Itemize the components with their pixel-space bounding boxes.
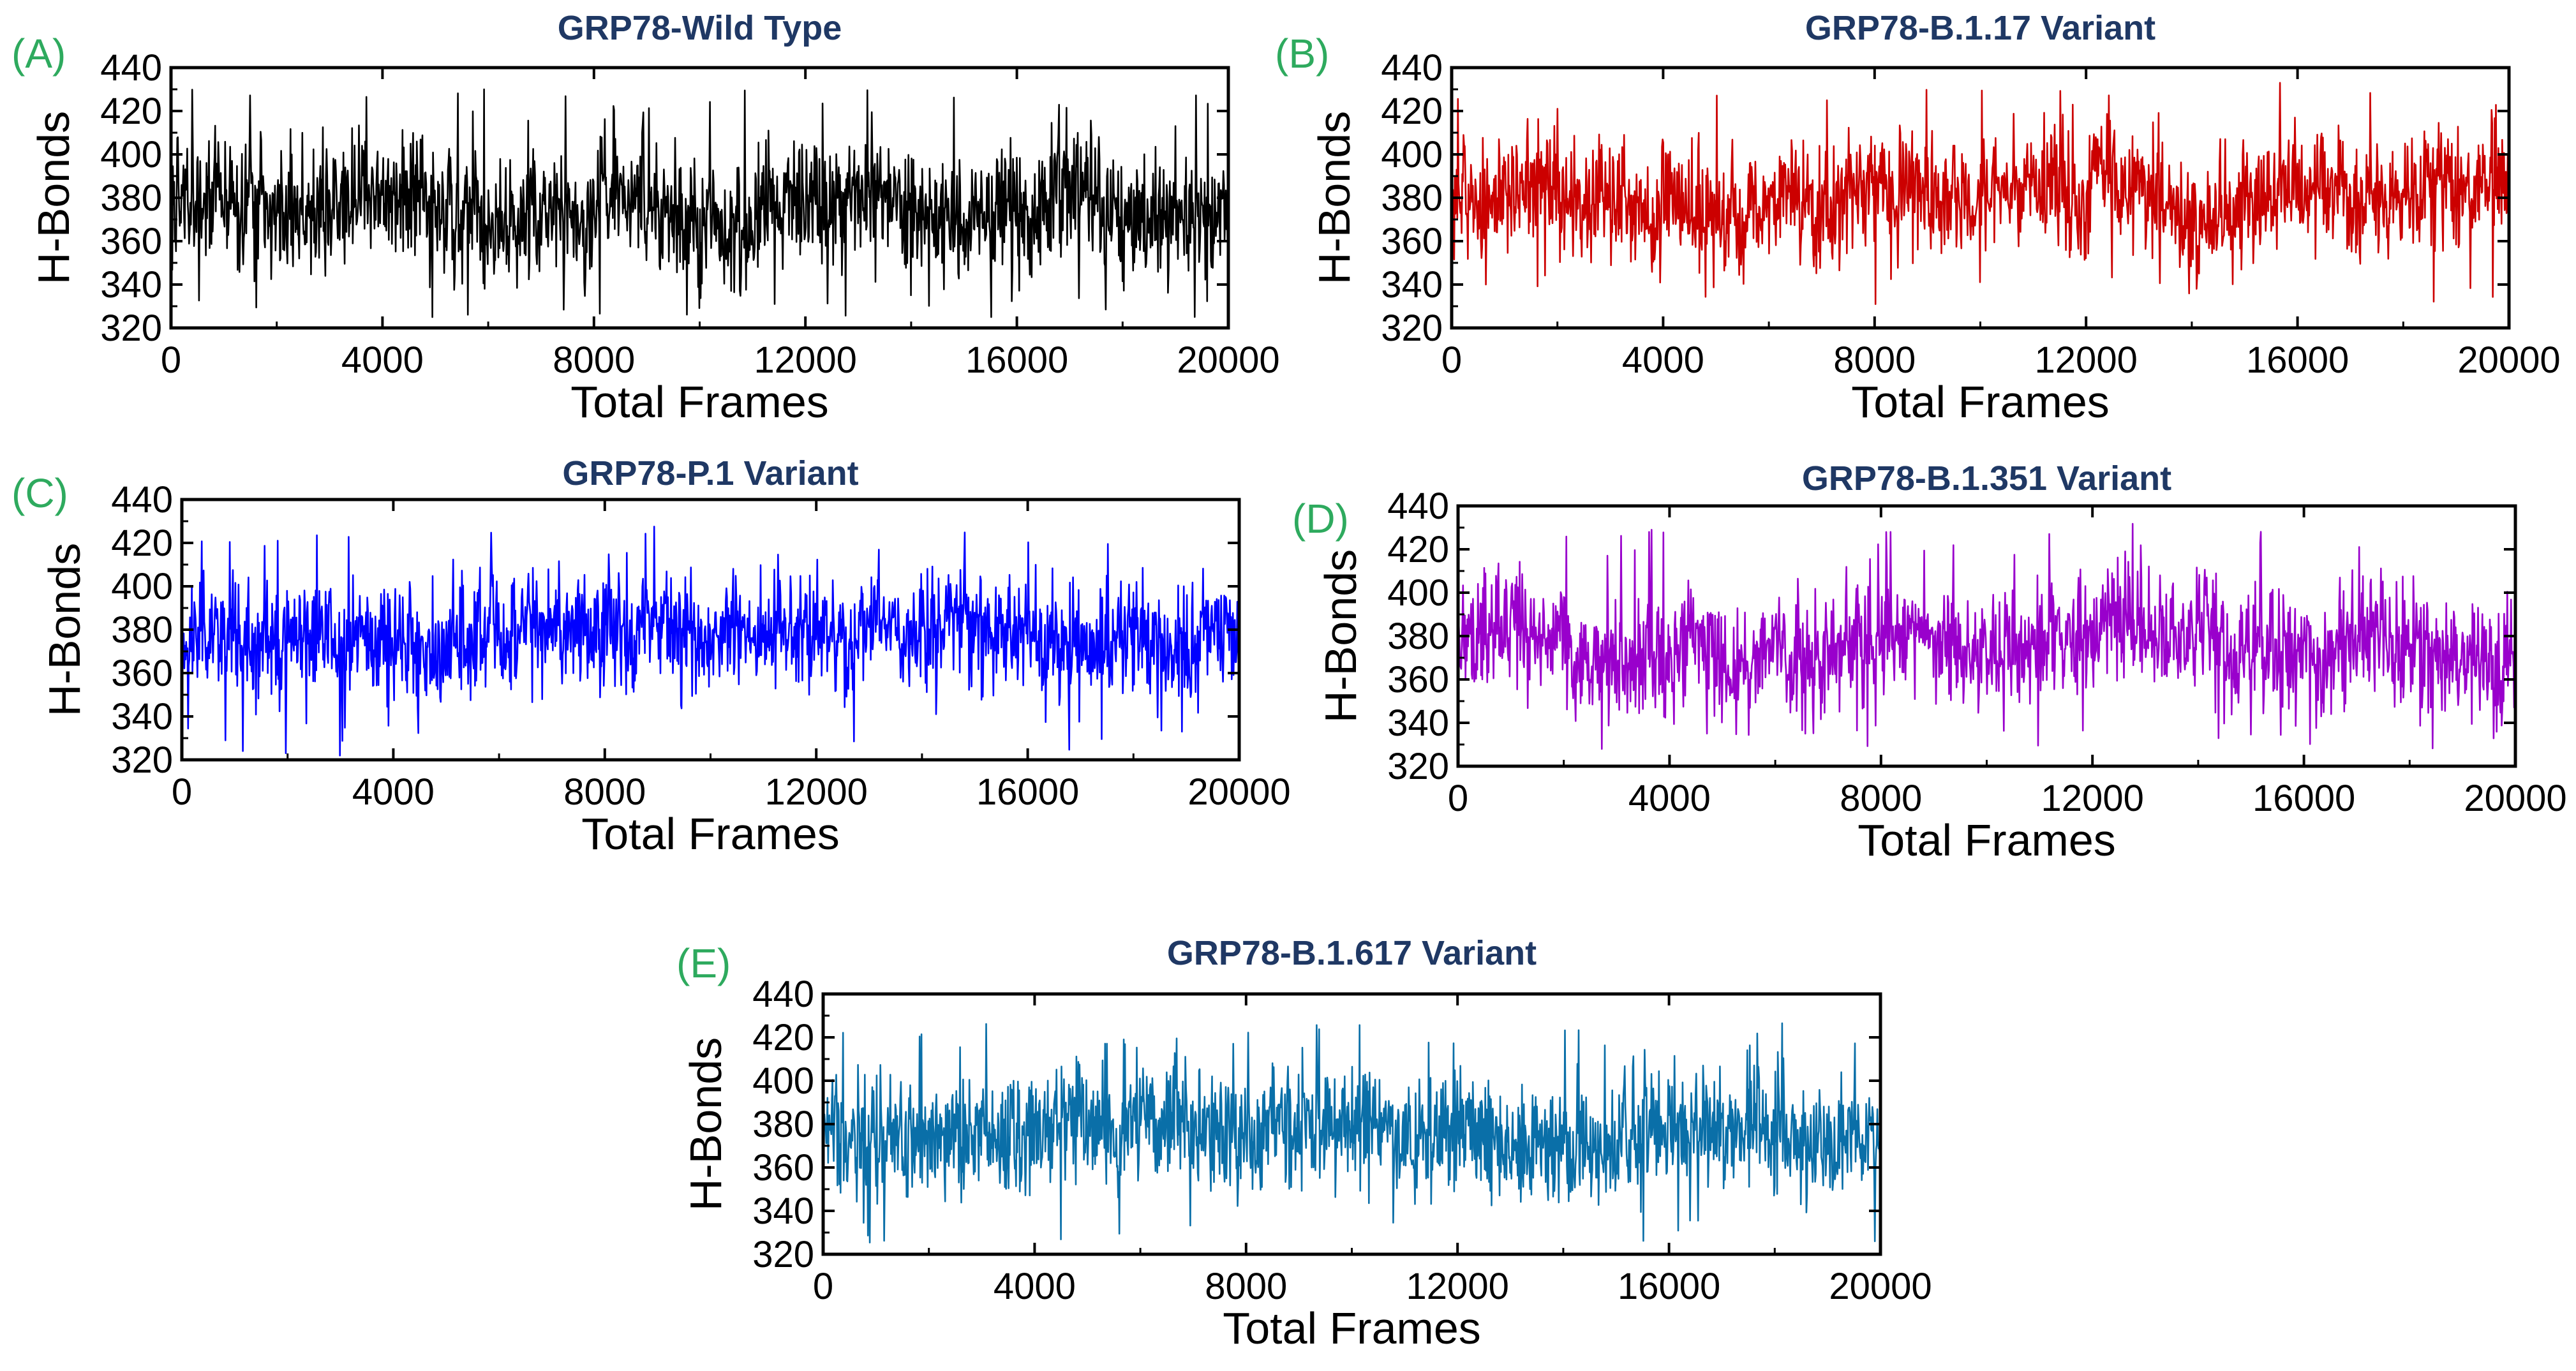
y-axis-label: H-Bonds [40, 543, 89, 716]
panel-label: (D) [1292, 496, 1349, 542]
panel-e: (E) GRP78-B.1.617 Variant3203403603804004… [676, 934, 1932, 1353]
y-tick-label: 320 [100, 308, 162, 349]
y-axis-label: H-Bonds [1316, 549, 1366, 723]
x-tick-label: 8000 [563, 771, 646, 813]
y-tick-label: 320 [111, 739, 173, 781]
y-tick-label: 380 [752, 1104, 814, 1145]
x-tick-label: 4000 [994, 1266, 1076, 1307]
y-tick-label: 340 [111, 696, 173, 737]
y-axis-label: H-Bonds [681, 1037, 731, 1211]
x-tick-label: 0 [161, 339, 181, 381]
series-line-4 [1457, 522, 2517, 750]
x-axis-label: Total Frames [1851, 377, 2110, 427]
y-tick-label: 360 [1387, 659, 1449, 700]
y-tick-label: 380 [100, 177, 162, 219]
chart-title: GRP78-Wild Type [558, 9, 842, 47]
panel-label: (B) [1275, 31, 1329, 77]
y-tick-label: 400 [752, 1060, 814, 1102]
chart-title: GRP78-B.1.617 Variant [1167, 934, 1537, 972]
x-tick-label: 16000 [2246, 339, 2349, 381]
y-axis-label: H-Bonds [29, 111, 78, 285]
x-tick-label: 8000 [553, 339, 635, 381]
y-tick-label: 320 [1387, 746, 1449, 787]
chart-title: GRP78-B.1.351 Variant [1802, 459, 2171, 498]
y-tick-label: 400 [1381, 134, 1443, 175]
chart-title: GRP78-P.1 Variant [562, 454, 858, 493]
y-tick-label: 440 [1387, 485, 1449, 527]
x-tick-label: 12000 [754, 339, 857, 381]
x-tick-label: 8000 [1840, 778, 1922, 819]
x-tick-label: 12000 [1406, 1266, 1509, 1307]
x-tick-label: 4000 [341, 339, 424, 381]
chart-title: GRP78-B.1.17 Variant [1805, 9, 2155, 47]
panel-c: (C) GRP78-P.1 Variant 32034036038040042044… [11, 454, 1291, 859]
panel-label: (A) [11, 31, 66, 77]
y-tick-label: 440 [1381, 47, 1443, 89]
x-tick-label: 16000 [1618, 1266, 1720, 1307]
y-tick-label: 420 [111, 522, 173, 564]
x-tick-label: 16000 [2252, 778, 2355, 819]
x-axis-label: Total Frames [1223, 1303, 1481, 1353]
y-tick-label: 360 [752, 1147, 814, 1189]
y-tick-label: 440 [111, 479, 173, 521]
y-tick-label: 440 [100, 47, 162, 89]
x-tick-label: 12000 [2041, 778, 2144, 819]
y-tick-label: 360 [111, 653, 173, 694]
x-tick-label: 4000 [1628, 778, 1711, 819]
panel-label: (E) [676, 940, 731, 986]
x-tick-label: 4000 [1622, 339, 1704, 381]
y-tick-label: 360 [1381, 221, 1443, 262]
x-tick-label: 0 [813, 1266, 833, 1307]
y-tick-label: 380 [1381, 177, 1443, 219]
y-tick-label: 420 [100, 91, 162, 132]
x-axis-label: Total Frames [1858, 815, 2116, 865]
y-tick-label: 380 [1387, 616, 1449, 657]
y-tick-label: 340 [1381, 264, 1443, 306]
y-tick-label: 340 [1387, 702, 1449, 744]
x-tick-label: 8000 [1833, 339, 1916, 381]
y-tick-label: 400 [100, 134, 162, 175]
panel-label: (C) [11, 470, 68, 516]
y-tick-label: 420 [752, 1017, 814, 1058]
y-tick-label: 340 [752, 1190, 814, 1232]
series-line-5 [822, 1022, 1881, 1243]
x-tick-label: 8000 [1205, 1266, 1287, 1307]
x-tick-label: 20000 [2457, 339, 2560, 381]
x-tick-label: 0 [1448, 778, 1468, 819]
x-tick-label: 20000 [1187, 771, 1290, 813]
y-tick-label: 320 [752, 1234, 814, 1275]
y-tick-label: 440 [752, 974, 814, 1015]
y-tick-label: 400 [1387, 572, 1449, 614]
x-tick-label: 16000 [965, 339, 1068, 381]
panel-d: (D)GRP78-B.1.351 Variant3203403603804004… [1292, 459, 2567, 865]
x-tick-label: 20000 [1829, 1266, 1932, 1307]
x-axis-label: Total Frames [570, 377, 829, 427]
x-tick-label: 20000 [1177, 339, 1279, 381]
series-line-3 [181, 526, 1240, 757]
x-tick-label: 16000 [976, 771, 1079, 813]
x-axis-label: Total Frames [581, 809, 840, 859]
x-tick-label: 0 [172, 771, 192, 813]
x-tick-label: 4000 [352, 771, 435, 813]
series-line-2 [1450, 82, 2510, 305]
x-tick-label: 0 [1441, 339, 1462, 381]
x-tick-label: 20000 [2464, 778, 2566, 819]
y-tick-label: 380 [111, 609, 173, 651]
y-tick-label: 360 [100, 221, 162, 262]
panel-b: (B) GRP78-B.1.17 Variant 32034036038040042… [1275, 9, 2561, 427]
y-tick-label: 420 [1387, 529, 1449, 570]
series-line-1 [170, 88, 1230, 318]
y-tick-label: 340 [100, 264, 162, 306]
y-axis-label: H-Bonds [1309, 111, 1359, 285]
x-tick-label: 12000 [2035, 339, 2138, 381]
y-tick-label: 320 [1381, 308, 1443, 349]
y-tick-label: 420 [1381, 91, 1443, 132]
x-tick-label: 12000 [765, 771, 868, 813]
y-tick-label: 400 [111, 566, 173, 607]
